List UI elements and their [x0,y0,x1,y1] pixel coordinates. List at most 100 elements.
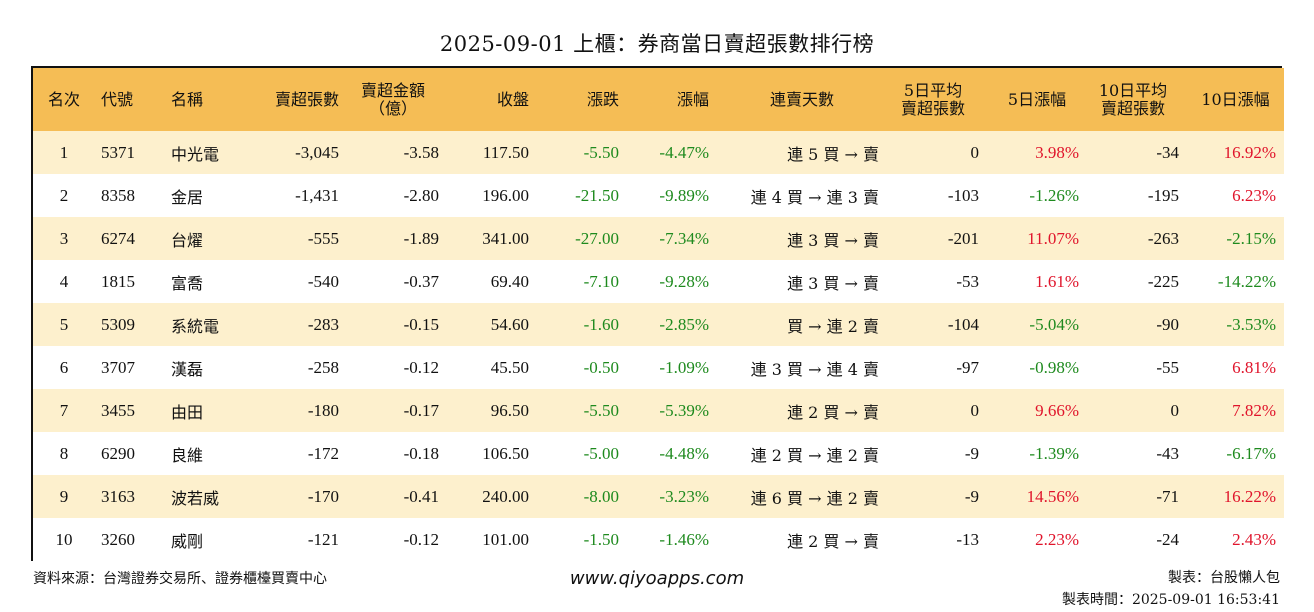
cell-streak: 連 6 買 → 連 2 賣 [750,488,879,508]
cell-name: 台燿 [171,230,204,250]
cell-rank: 5 [59,314,69,334]
ranking-table-container: 名次 代號 名稱 賣超張數 賣超金額 （億） 收盤 漲跌 漲幅 連賣天數 5日平… [31,66,1284,561]
cell-pct5: 14.56% [1026,486,1079,506]
cell-avg5: -104 [947,314,979,334]
cell-name: 良維 [171,445,204,465]
cell-rank: 10 [55,529,73,549]
cell-name: 系統電 [171,316,220,336]
cell-streak: 連 3 買 → 連 4 賣 [750,359,879,379]
header-pct10: 10日漲幅 [1201,89,1270,109]
header-avg5: 5日平均 賣超張數 [887,68,987,131]
website-link[interactable]: www.qiyoapps.com [569,568,745,589]
cell-code: 5371 [101,142,135,162]
header-pct: 漲幅 [676,89,709,109]
cell-pct10: -3.53% [1226,314,1276,334]
cell-close: 45.50 [490,357,529,377]
table-row: 10 3260 威剛 -121 -0.12 101.00 -1.50 -1.46% 連 2 買 … [33,518,1284,561]
cell-close: 101.00 [482,529,529,549]
cell-sell-amt: -0.37 [403,271,439,291]
cell-avg5: 0 [970,400,980,420]
header-avg10-line2: 賣超張數 [1100,98,1165,118]
cell-name: 漢磊 [171,359,204,379]
cell-rank: 4 [59,271,69,291]
cell-avg10: 0 [1170,400,1180,420]
cell-avg5: -103 [947,185,979,205]
cell-code: 3260 [101,529,135,549]
cell-avg10: -263 [1147,228,1179,248]
cell-streak: 連 4 買 → 連 3 賣 [750,187,879,207]
cell-pct5: -1.39% [1029,443,1079,463]
cell-sell-qty: -258 [307,357,339,377]
cell-sell-qty: -172 [307,443,339,463]
cell-code: 3455 [101,400,135,420]
cell-streak: 連 2 買 → 連 2 賣 [750,445,879,465]
cell-streak: 連 2 買 → 賣 [787,531,879,551]
page-title: 2025-09-01 上櫃：券商當日賣超張數排行榜 [439,32,875,56]
made-time: 製表時間：2025-09-01 16:53:41 [1061,592,1280,608]
cell-sell-qty: -180 [307,400,339,420]
cell-avg10: -71 [1156,486,1179,506]
table-row: 4 1815 富喬 -540 -0.37 69.40 -7.10 -9.28% 連 3 買 → … [33,260,1284,303]
header-sell-amount-line1: 賣超金額 [360,80,425,100]
cell-streak: 連 2 買 → 賣 [787,402,879,422]
header-avg5-line1: 5日平均 [903,80,963,100]
cell-avg10: -90 [1156,314,1179,334]
cell-avg5: -53 [956,271,979,291]
cell-code: 1815 [101,271,135,291]
cell-avg5: -13 [956,529,979,549]
cell-avg10: -24 [1156,529,1179,549]
cell-pct10: -6.17% [1226,443,1276,463]
cell-streak: 連 3 買 → 賣 [787,273,879,293]
cell-pct10: 6.81% [1232,357,1276,377]
cell-change: -27.00 [575,228,619,248]
cell-avg10: -34 [1156,142,1179,162]
cell-close: 240.00 [482,486,529,506]
cell-pct: -4.47% [659,142,709,162]
cell-pct10: 7.82% [1232,400,1276,420]
cell-sell-amt: -0.18 [403,443,439,463]
cell-change: -5.50 [583,142,619,162]
maker-label: 製表：台股懶人包 [1168,570,1280,586]
table-row: 6 3707 漢磊 -258 -0.12 45.50 -0.50 -1.09% 連 3 買 → … [33,346,1284,389]
header-sell-amount: 賣超金額 （億） [347,68,447,131]
cell-sell-qty: -1,431 [295,185,339,205]
cell-close: 54.60 [490,314,529,334]
cell-change: -7.10 [583,271,619,291]
cell-code: 8358 [101,185,135,205]
cell-sell-amt: -0.17 [403,400,439,420]
cell-pct5: -0.98% [1029,357,1079,377]
header-avg10: 10日平均 賣超張數 [1087,68,1187,131]
header-rank: 名次 [47,89,80,109]
table-row: 2 8358 金居 -1,431 -2.80 196.00 -21.50 -9.89% 連 4 … [33,174,1284,217]
cell-pct: -1.09% [659,357,709,377]
cell-pct5: 3.98% [1035,142,1079,162]
header-code: 代號 [101,89,134,109]
cell-pct: -4.48% [659,443,709,463]
cell-sell-qty: -540 [307,271,339,291]
cell-code: 5309 [101,314,135,334]
cell-close: 341.00 [482,228,529,248]
cell-rank: 1 [59,142,69,162]
cell-streak: 買 → 連 2 賣 [787,316,879,336]
table-row: 3 6274 台燿 -555 -1.89 341.00 -27.00 -7.34% 連 3 買 … [33,217,1284,260]
header-streak: 連賣天數 [769,89,834,109]
cell-pct10: 6.23% [1232,185,1276,205]
cell-pct5: 2.23% [1035,529,1079,549]
table-row: 5 5309 系統電 -283 -0.15 54.60 -1.60 -2.85% 買 → 連 2… [33,303,1284,346]
table-row: 8 6290 良維 -172 -0.18 106.50 -5.00 -4.48% 連 2 買 →… [33,432,1284,475]
data-source: 資料來源：台灣證券交易所、證券櫃檯買賣中心 [33,571,327,587]
cell-sell-qty: -555 [307,228,339,248]
cell-code: 3707 [101,357,135,377]
cell-name: 金居 [171,187,204,207]
cell-avg10: -55 [1156,357,1179,377]
cell-sell-qty: -283 [307,314,339,334]
cell-sell-amt: -0.12 [403,529,439,549]
cell-pct10: -2.15% [1226,228,1276,248]
cell-name: 波若威 [171,488,220,508]
cell-change: -5.50 [583,400,619,420]
cell-pct: -1.46% [659,529,709,549]
cell-pct10: 2.43% [1232,529,1276,549]
cell-change: -5.00 [583,443,619,463]
footer-credits: 製表：台股懶人包 製表時間：2025-09-01 16:53:41 [1062,567,1280,611]
cell-change: -0.50 [583,357,619,377]
